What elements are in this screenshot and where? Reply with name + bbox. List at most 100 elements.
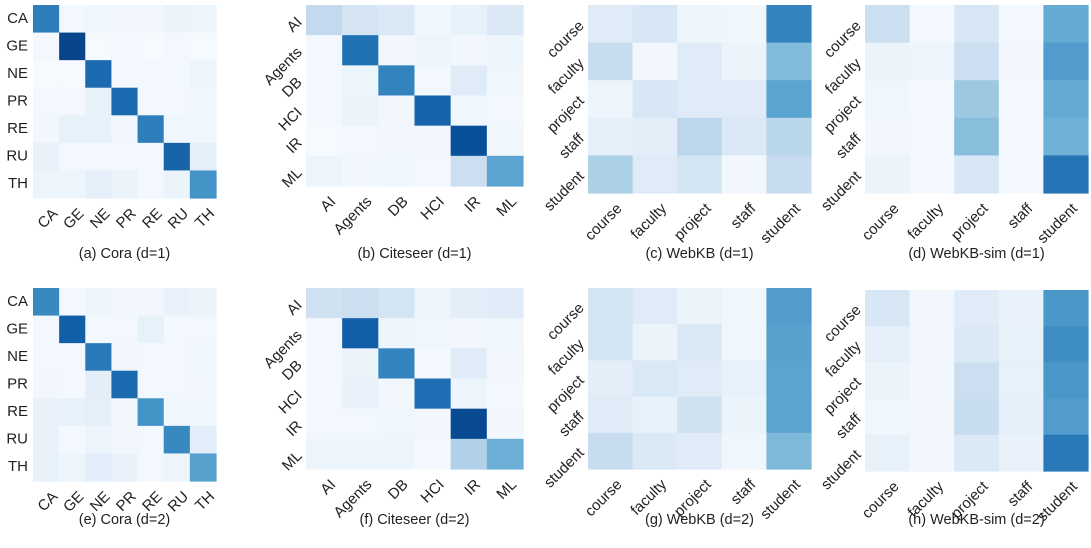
heatmap-cell-faculty-staff [721,324,767,361]
heatmap-cell-PR-PR [111,87,139,116]
heatmap-cell-ML-HCI [414,155,452,187]
heatmap-cell-GE-GE [59,32,86,61]
x-tick-label: AI [317,193,339,215]
heatmap-cell-AI-HCI [414,5,452,36]
heatmap-cell-staff-faculty [632,117,678,156]
heatmap-cell-HCI-HCI [414,378,452,410]
heatmap-cell-CA-RE [137,288,165,317]
y-tick-label: HCI [275,387,305,417]
heatmap-cell-faculty-project [677,42,723,81]
heatmap-cell-GE-TH [189,315,217,344]
heatmap-cell-student-faculty [632,155,678,194]
heatmap-cell-ML-ML [486,155,524,187]
heatmap-cell-CA-NE [85,288,113,317]
heatmap-cell-TH-NE [85,453,113,482]
heatmap-cell-GE-NE [85,32,113,61]
heatmap-cell-HCI-AI [306,378,343,410]
heatmap-cell-GE-NE [85,315,113,344]
heatmap-cell-NE-PR [111,343,139,372]
heatmap-cell-faculty-course [865,326,911,363]
heatmap-cell-staff-project [954,117,1000,156]
heatmap-cell-CA-NE [85,5,113,34]
heatmap-cell-IR-Agents [342,125,379,157]
heatmap-cell-HCI-IR [450,95,488,127]
heatmap-cell-RU-NE [85,142,113,172]
x-tick-label: RU [165,205,192,232]
heatmap-cell-RE-RE [137,115,165,144]
heatmap-cell-staff-student [1043,398,1089,436]
heatmap-cell-student-project [677,432,723,470]
heatmap-cell-CA-GE [59,5,86,34]
heatmap-cell-staff-student [766,396,812,434]
x-tick-label: HCI [417,193,447,223]
heatmap-cell-staff-faculty [909,117,955,156]
y-tick-label: student [818,167,865,214]
heatmap-cell-NE-RE [137,60,165,89]
y-tick-label: NE [7,65,28,82]
heatmap-cell-ML-AI [306,438,343,470]
y-tick-label: student [541,167,588,214]
heatmap-cell-course-staff [721,288,767,325]
heatmap-cell-AI-Agents [342,288,379,319]
y-tick-label: RU [6,148,28,165]
y-tick-label: project [544,92,588,136]
heatmap-cell-student-staff [998,155,1044,194]
x-tick-label: TH [192,205,218,231]
y-tick-label: NE [7,348,28,365]
y-tick-label: RE [7,403,28,420]
y-tick-label: PR [7,375,28,392]
x-tick-label: IR [461,193,484,216]
x-tick-label: CA [34,488,61,515]
heatmap-cell-TH-NE [85,170,113,199]
heatmap-cell-course-project [677,288,723,325]
heatmap-cell-PR-TH [189,87,217,116]
heatmap-cell-CA-PR [111,5,139,34]
heatmap-cell-staff-course [865,117,911,156]
heatmap-cell-project-course [865,80,911,119]
x-tick-label: faculty [904,200,947,243]
heatmap-cell-student-student [1043,155,1089,194]
heatmap-cell-project-faculty [909,80,955,119]
heatmap-cell-DB-ML [486,348,524,380]
panel-caption: (d) WebKB-sim (d=1) [908,246,1044,262]
heatmap-cell-CA-RU [163,288,191,317]
heatmap-cell-RU-GE [59,425,86,455]
y-tick-label: student [818,446,865,493]
heatmap-cell-TH-TH [189,453,217,482]
heatmap-cell-RE-CA [33,115,60,144]
heatmap-cell-RU-RU [163,142,191,172]
y-tick-label: staff [833,410,865,442]
heatmap-cell-DB-HCI [414,65,452,97]
heatmap-cell-IR-DB [378,125,416,157]
heatmap-cell-faculty-staff [721,42,767,81]
heatmap-cell-student-course [588,155,634,194]
x-tick-label: course [859,200,903,244]
heatmap-cell-project-project [677,360,723,398]
panel-caption: (a) Cora (d=1) [79,246,170,262]
heatmap-cell-AI-DB [378,288,416,319]
heatmap-cell-project-project [954,362,1000,400]
heatmap-cell-NE-NE [85,343,113,372]
heatmap-cell-PR-GE [59,370,86,399]
x-tick-label: PR [113,205,140,232]
y-tick-label: faculty [545,55,588,98]
x-tick-label: project [671,200,715,244]
heatmap-cell-student-student [766,155,812,194]
x-tick-label: CA [34,205,61,232]
y-tick-label: course [544,300,588,344]
y-tick-label: faculty [545,336,588,379]
heatmap-cell-staff-staff [998,117,1044,156]
heatmap-cell-HCI-HCI [414,95,452,127]
heatmap-cell-student-staff [998,434,1044,472]
heatmap-cell-course-course [588,288,634,325]
heatmap-cell-ML-AI [306,155,343,187]
heatmap-cell-course-faculty [909,290,955,327]
heatmap-cell-PR-TH [189,370,217,399]
heatmap-cell-DB-IR [450,65,488,97]
heatmap-cell-RU-NE [85,425,113,455]
heatmap-cell-Agents-Agents [342,318,379,349]
heatmap-cell-faculty-faculty [632,42,678,81]
heatmap-cell-AI-DB [378,5,416,36]
